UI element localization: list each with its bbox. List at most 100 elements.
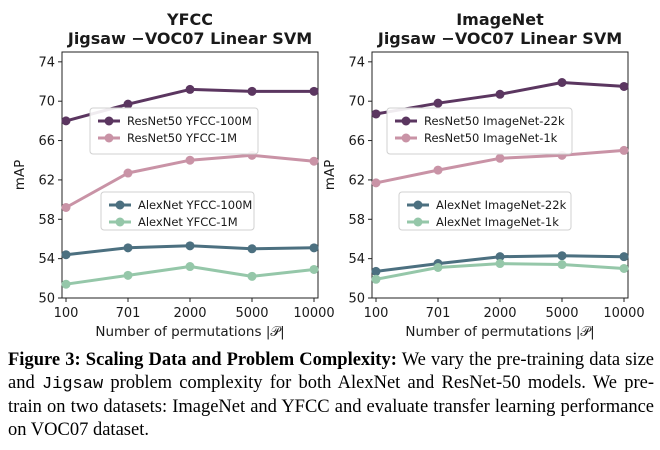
x-tick-label: 701 [116,306,141,321]
x-axis-label: Number of permutations |𝒫| [95,324,284,340]
x-axis-label: Number of permutations |𝒫| [405,324,594,340]
x-tick-label: 5000 [545,306,578,321]
data-point [495,153,505,163]
y-tick-label: 62 [38,173,55,188]
data-point [371,266,381,276]
legend-2: AlexNet YFCC-100M AlexNet YFCC-1M [100,191,255,231]
x-tick-label: 5000 [235,306,268,321]
data-point [619,145,629,155]
legend-box [398,191,572,231]
data-point [61,279,71,289]
x-tick-label: 2000 [483,306,516,321]
caption-heading: Scaling Data and Problem Complexity: [85,350,397,370]
y-tick-label: 62 [348,173,365,188]
y-tick-label: 74 [38,55,55,70]
legend-swatch-marker [115,200,125,210]
data-point [557,251,567,261]
legend-label: ResNet50 YFCC-100M [127,114,252,128]
legend-1: ResNet50 YFCC-100M ResNet50 YFCC-1M [89,107,259,155]
legend-label: AlexNet ImageNet-22k [436,198,567,212]
data-point [185,262,195,272]
legend-2: AlexNet ImageNet-22k AlexNet ImageNet-1k [398,191,572,231]
y-tick-label: 66 [348,134,365,149]
legend-swatch-marker [104,116,114,126]
data-point [433,165,443,175]
y-tick-label: 66 [38,134,55,149]
data-point [371,274,381,284]
y-tick-label: 70 [38,95,55,110]
data-point [61,116,71,126]
legend-swatch-marker [413,200,423,210]
data-point [557,260,567,270]
data-point [123,243,133,253]
chart-subtitle: Jigsaw −VOC07 Linear SVM [67,29,312,48]
data-point [61,202,71,212]
legend-1: ResNet50 ImageNet-22k ResNet50 ImageNet-1… [386,107,573,155]
y-axis-label: mAP [322,160,338,191]
legend-label: ResNet50 YFCC-1M [127,131,237,145]
y-tick-label: 58 [348,213,365,228]
legend-swatch-marker [401,116,411,126]
chart-title: ImageNet [456,10,544,29]
data-point [619,81,629,91]
data-point [247,244,257,254]
data-point [495,259,505,269]
data-point [123,168,133,178]
data-point [309,86,319,96]
data-point [371,109,381,119]
legend-swatch-marker [401,133,411,143]
x-tick-label: 10000 [603,306,644,321]
caption-code: Jigsaw [41,375,104,394]
legend-swatch-marker [104,133,114,143]
figure-caption: Figure 3: Scaling Data and Problem Compl… [8,349,654,442]
y-tick-label: 54 [38,252,55,267]
data-point [495,252,505,262]
y-tick-label: 50 [38,292,55,307]
data-point [309,264,319,274]
legend-label: ResNet50 ImageNet-1k [424,131,558,145]
legend-swatch-marker [115,217,125,227]
legend-label: AlexNet YFCC-1M [138,215,238,229]
data-point [185,241,195,251]
data-point [619,263,629,273]
x-tick-label: 100 [54,306,79,321]
data-point [247,86,257,96]
legend-box [89,107,259,155]
y-tick-label: 50 [348,292,365,307]
chart-subtitle: Jigsaw −VOC07 Linear SVM [377,29,622,48]
data-point [247,271,257,281]
legend-swatch-marker [413,217,423,227]
data-point [309,243,319,253]
caption-text-2: problem complexity for both AlexNet and … [8,373,654,440]
x-tick-label: 10000 [293,306,334,321]
legend-label: AlexNet YFCC-100M [138,198,252,212]
data-point [619,252,629,262]
caption-text-1: We vary the pre-training data size and [8,350,654,393]
x-tick-label: 701 [426,306,451,321]
legend-label: ResNet50 ImageNet-22k [424,114,565,128]
y-tick-label: 70 [348,95,365,110]
data-point [185,84,195,94]
x-tick-label: 2000 [173,306,206,321]
x-tick-label: 100 [364,306,389,321]
data-point [371,178,381,188]
chart-title: YFCC [166,10,213,29]
data-point [433,98,443,108]
data-point [123,99,133,109]
legend-box [386,107,573,155]
y-tick-label: 58 [38,213,55,228]
data-point [557,78,567,88]
data-point [61,250,71,260]
data-point [495,89,505,99]
legend-box [100,191,255,231]
data-point [185,155,195,165]
legend-label: AlexNet ImageNet-1k [436,215,559,229]
y-axis-label: mAP [12,160,28,191]
y-tick-label: 74 [348,55,365,70]
data-point [433,262,443,272]
data-point [309,156,319,166]
caption-label: Figure 3: [8,350,81,370]
